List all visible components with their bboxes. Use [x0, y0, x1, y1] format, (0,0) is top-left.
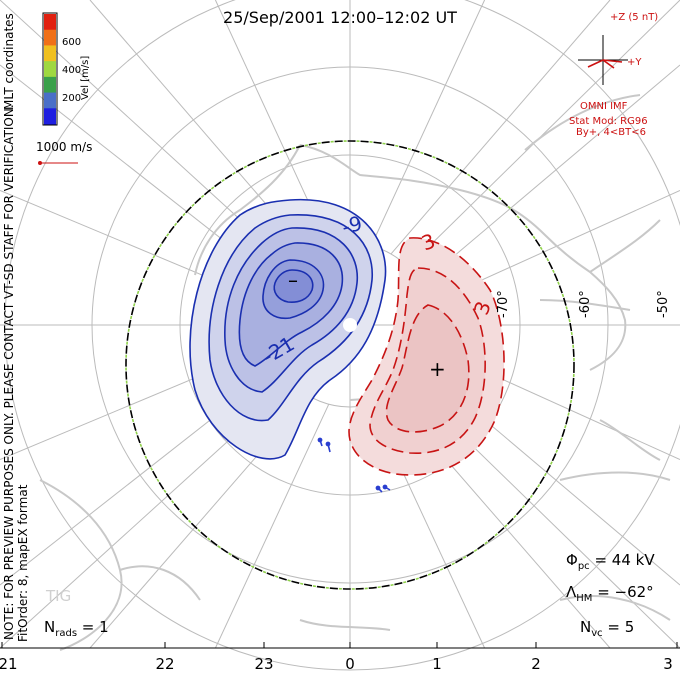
stat-lambda-symbol: Λ — [566, 583, 577, 601]
potential-min-marker: – — [288, 268, 298, 292]
lat-label-70: -70° — [496, 290, 511, 318]
stat-nvc-symbol: N — [580, 618, 592, 636]
stat-phi-symbol: Φ — [566, 551, 578, 569]
vector-scale-arrow — [38, 161, 78, 165]
imf-clock — [578, 35, 628, 85]
colorbar-segment — [44, 29, 56, 46]
stat-phi-pc: Φpc = 44 kV — [566, 551, 655, 572]
mlt-meridian — [407, 0, 680, 268]
colorbar-segment — [44, 76, 56, 94]
lat-label-50: -50° — [656, 290, 671, 318]
stat-nrads-value: = 1 — [77, 618, 109, 636]
tig-watermark: TIG — [46, 587, 72, 605]
mlt-axis-ticks — [1, 642, 678, 648]
velocity-colorbar — [42, 12, 58, 126]
velocity-vectors — [317, 437, 391, 493]
mlt-meridian — [420, 64, 680, 285]
colorbar-tick-200: 200 — [62, 93, 82, 104]
colorbar-segment — [44, 61, 56, 78]
colorbar-segment — [44, 45, 56, 62]
colorbar-tick-600: 600 — [62, 37, 82, 48]
colorbar-segment — [44, 108, 56, 125]
mlt-label-3: 3 — [663, 655, 673, 673]
hmb-boundary — [125, 140, 575, 590]
plot-title: 25/Sep/2001 12:00–12:02 UT — [223, 8, 457, 27]
stat-nrads-sub: rads — [55, 628, 78, 639]
colorbar-segment — [44, 14, 56, 31]
stat-phi-value: = 44 kV — [589, 551, 655, 569]
lat-label-60: -60° — [578, 290, 593, 318]
stat-lambda-hm: ΛHM = −62° — [566, 583, 654, 604]
fitorder-note: FitOrder: 8, mapEX format — [16, 484, 30, 642]
positive-cell — [348, 237, 505, 476]
stat-lambda-sub: HM — [576, 593, 593, 604]
stat-nvc-sub: vc — [591, 628, 603, 639]
mlt-label-2: 2 — [531, 655, 541, 673]
stat-phi-sub: pc — [577, 561, 590, 572]
pole-marker — [343, 318, 357, 332]
imf-model-line1: Stat Mod: RG96 — [569, 116, 648, 127]
imf-z-label: +Z (5 nT) — [610, 12, 659, 23]
mlt-meridian — [214, 403, 330, 649]
colorbar-segment — [44, 92, 56, 109]
stat-n-vc: Nvc = 5 — [580, 618, 634, 639]
coords-label: MLT coordinates — [2, 13, 16, 110]
imf-model-line2: By+, 4<BT<6 — [576, 127, 646, 138]
mlt-meridian — [370, 0, 486, 247]
stat-nrads-symbol: N — [44, 618, 56, 636]
mlt-label-22: 22 — [155, 655, 175, 673]
colorbar-tick-400: 400 — [62, 65, 82, 76]
vector-scale-label: 1000 m/s — [36, 140, 93, 154]
mlt-label-23: 23 — [254, 655, 274, 673]
mlt-label-21: 21 — [0, 655, 18, 673]
potential-max-marker: + — [429, 357, 446, 381]
stat-n-rads: Nrads = 1 — [44, 618, 109, 639]
mlt-label-0: 0 — [345, 655, 355, 673]
coastline — [39, 94, 671, 651]
mlt-label-1: 1 — [432, 655, 442, 673]
imf-source-label: OMNI IMF — [580, 101, 628, 112]
negative-cell — [189, 198, 387, 460]
colorbar-unit-label: Vel [m/s] — [80, 55, 91, 100]
imf-y-label: +Y — [627, 57, 642, 68]
stat-nvc-value: = 5 — [602, 618, 635, 636]
stat-lambda-value: = −62° — [592, 583, 654, 601]
preview-note: NOTE: FOR PREVIEW PURPOSES ONLY. PLEASE … — [2, 104, 16, 640]
mlt-meridian — [390, 0, 611, 255]
